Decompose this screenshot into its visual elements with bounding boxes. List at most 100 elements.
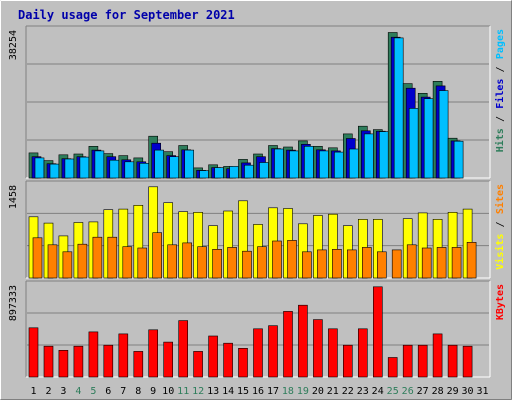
bar-kbytes-day-21	[328, 328, 338, 378]
legend-hits: Hits	[494, 128, 506, 152]
bar-pages-day-21	[334, 151, 344, 179]
bar-kbytes-day-7	[118, 333, 129, 378]
bar-pages-day-22	[348, 148, 359, 179]
bar-sites-day-19	[302, 251, 312, 279]
x-tick-label-26: 26	[402, 386, 414, 397]
legend-files: Files	[494, 79, 506, 109]
x-tick-label-1: 1	[30, 386, 36, 397]
x-tick-label-21: 21	[327, 386, 339, 397]
bar-pages-day-26	[408, 108, 419, 179]
bar-pages-day-1	[34, 157, 45, 179]
x-tick-label-29: 29	[447, 386, 459, 397]
x-tick-label-30: 30	[461, 386, 473, 397]
legend-separator: /	[495, 66, 506, 72]
bar-sites-day-13	[212, 249, 222, 279]
bar-pages-day-5	[94, 150, 105, 179]
x-tick-label-3: 3	[60, 386, 66, 397]
bar-kbytes-day-4	[73, 345, 84, 378]
x-tick-label-9: 9	[150, 386, 156, 397]
bar-pages-day-4	[79, 156, 90, 179]
bar-pages-day-23	[363, 133, 374, 179]
bar-kbytes-day-19	[298, 304, 308, 378]
x-tick-label-5: 5	[90, 386, 96, 397]
bar-pages-day-24	[378, 131, 389, 179]
bar-sites-day-21	[332, 249, 342, 279]
panel-1-max-label: 38254	[8, 30, 19, 60]
bar-kbytes-day-6	[103, 344, 114, 378]
x-tick-label-16: 16	[252, 386, 264, 397]
bar-pages-day-13	[214, 167, 224, 179]
x-tick-label-22: 22	[342, 386, 354, 397]
bar-sites-day-27	[421, 247, 432, 279]
bar-pages-day-15	[244, 164, 254, 179]
bar-pages-day-29	[453, 140, 464, 179]
bar-pages-day-8	[139, 163, 150, 179]
bar-sites-day-3	[62, 251, 73, 279]
bar-pages-day-10	[169, 156, 179, 179]
bar-sites-day-25	[391, 249, 402, 279]
bar-kbytes-day-29	[447, 344, 458, 378]
x-tick-label-4: 4	[75, 386, 81, 397]
x-tick-label-31: 31	[476, 386, 488, 397]
bar-sites-day-17	[272, 240, 282, 279]
bar-sites-day-18	[287, 240, 297, 279]
bar-sites-day-8	[137, 247, 148, 279]
bar-sites-day-1	[32, 237, 43, 279]
x-tick-label-25: 25	[387, 386, 399, 397]
bar-pages-day-25	[393, 37, 404, 179]
bar-kbytes-day-24	[372, 286, 383, 378]
bar-sites-day-9	[152, 232, 162, 279]
bar-pages-day-28	[438, 90, 449, 179]
x-tick-label-10: 10	[162, 386, 174, 397]
bar-pages-day-16	[259, 162, 269, 179]
x-tick-label-14: 14	[222, 386, 234, 397]
bar-sites-day-28	[436, 247, 447, 279]
x-tick-label-2: 2	[45, 386, 51, 397]
x-tick-label-18: 18	[282, 386, 294, 397]
bar-pages-day-19	[304, 146, 314, 179]
x-tick-label-7: 7	[120, 386, 126, 397]
x-tick-label-11: 11	[177, 386, 189, 397]
panel-3-max-label: 897333	[8, 285, 19, 321]
x-tick-label-6: 6	[105, 386, 111, 397]
bar-kbytes-day-20	[313, 319, 323, 378]
bar-pages-day-6	[109, 159, 120, 179]
bar-kbytes-day-23	[357, 328, 368, 378]
bar-kbytes-day-9	[148, 329, 158, 378]
bar-kbytes-day-14	[223, 342, 233, 378]
x-tick-label-13: 13	[207, 386, 219, 397]
bar-kbytes-day-25	[387, 357, 398, 378]
bar-pages-day-12	[199, 170, 209, 179]
legend-separator: /	[495, 221, 506, 227]
bar-kbytes-day-3	[58, 349, 69, 378]
bar-pages-day-7	[124, 161, 135, 179]
bar-sites-day-4	[77, 243, 88, 279]
bar-pages-day-14	[229, 166, 239, 179]
x-tick-label-24: 24	[372, 386, 384, 397]
bar-sites-day-23	[361, 247, 372, 279]
bar-sites-day-5	[92, 236, 103, 279]
bar-sites-day-10	[167, 244, 177, 279]
bar-kbytes-day-22	[342, 344, 353, 378]
x-tick-label-15: 15	[237, 386, 249, 397]
bar-sites-day-30	[466, 242, 477, 279]
bar-kbytes-day-11	[178, 320, 188, 378]
bar-pages-day-11	[184, 149, 194, 179]
bar-sites-day-12	[197, 246, 207, 279]
bar-kbytes-day-18	[283, 311, 293, 378]
bar-kbytes-day-15	[238, 347, 248, 378]
bar-sites-day-20	[317, 249, 327, 279]
bar-kbytes-day-8	[133, 351, 144, 378]
bar-kbytes-day-10	[163, 341, 173, 378]
x-tick-label-20: 20	[312, 386, 324, 397]
legend-sites: Sites	[494, 184, 506, 214]
bar-kbytes-day-27	[417, 344, 428, 378]
bar-sites-day-22	[346, 249, 357, 279]
bar-pages-day-9	[154, 149, 164, 179]
bar-sites-day-6	[107, 236, 118, 279]
legend-pages: Pages	[495, 29, 506, 59]
legend-kbytes: KBytes	[495, 284, 506, 320]
bar-pages-day-3	[64, 158, 75, 179]
bar-sites-day-15	[242, 250, 252, 279]
